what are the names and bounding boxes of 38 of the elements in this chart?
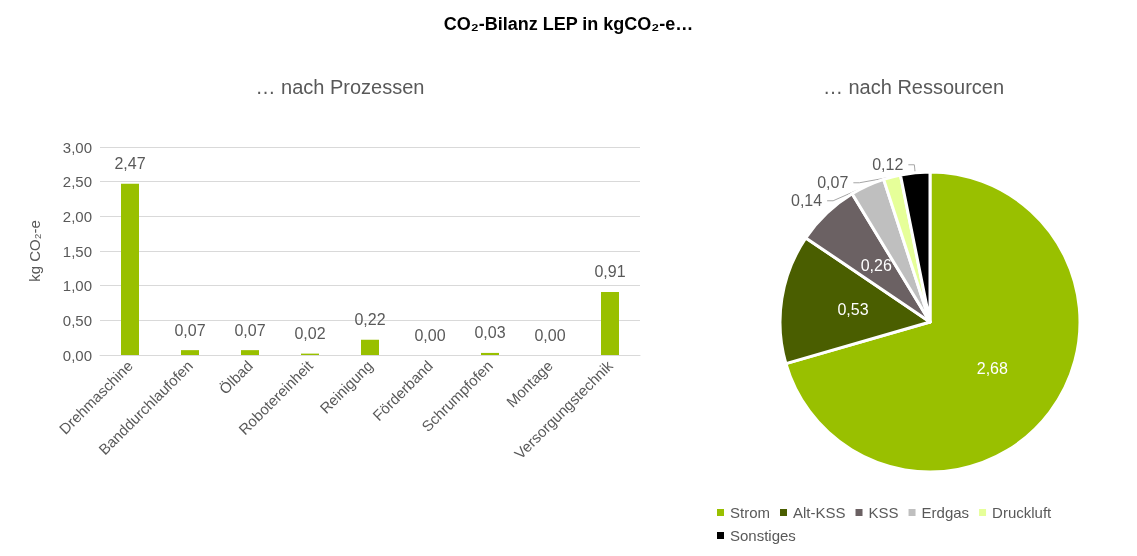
data-label: 0,22 [354, 311, 386, 329]
legend-label: Strom [730, 504, 771, 521]
legend-label: Druckluft [992, 504, 1053, 521]
data-label: 0,26 [860, 256, 892, 274]
bar [601, 291, 619, 355]
data-label: 0,00 [414, 326, 446, 344]
y-tick-label: 1,50 [62, 242, 92, 260]
data-label: 0,07 [174, 321, 206, 339]
bar [121, 183, 139, 355]
legend-label: Alt-KSS [793, 504, 846, 521]
chart-title: CO₂-Bilanz LEP in kgCO₂-e… [442, 14, 695, 35]
data-label: 0,07 [234, 321, 266, 339]
y-tick-label: 0,50 [62, 311, 92, 329]
data-label: 0,07 [817, 174, 849, 192]
bar [241, 350, 259, 355]
legend-label: Sonstiges [730, 527, 796, 544]
data-label: 2,68 [976, 360, 1009, 378]
data-label: 0,02 [294, 325, 326, 343]
data-label: 0,91 [594, 263, 626, 281]
legend-label: Erdgas [921, 504, 970, 521]
y-axis-title: kg CO₂-e [26, 220, 43, 282]
y-tick-label: 1,00 [62, 277, 92, 295]
data-label: 2,47 [114, 155, 146, 173]
data-label: 0,12 [872, 156, 904, 174]
data-label: 0,14 [790, 192, 823, 210]
bar [361, 339, 379, 355]
y-tick-label: 2,00 [62, 207, 92, 225]
y-tick-label: 3,00 [62, 138, 92, 156]
bar [181, 350, 199, 355]
y-tick-label: 0,00 [62, 346, 92, 364]
data-label: 0,00 [534, 326, 566, 344]
chart-title: … nach Ressourcen [822, 76, 1005, 98]
chart-subtitle: … nach Prozessen [255, 76, 425, 98]
y-tick-label: 2,50 [62, 173, 92, 191]
data-label: 0,03 [474, 324, 506, 342]
legend-label: KSS [868, 504, 899, 521]
data-label: 0,53 [837, 301, 869, 319]
bar [481, 352, 499, 355]
